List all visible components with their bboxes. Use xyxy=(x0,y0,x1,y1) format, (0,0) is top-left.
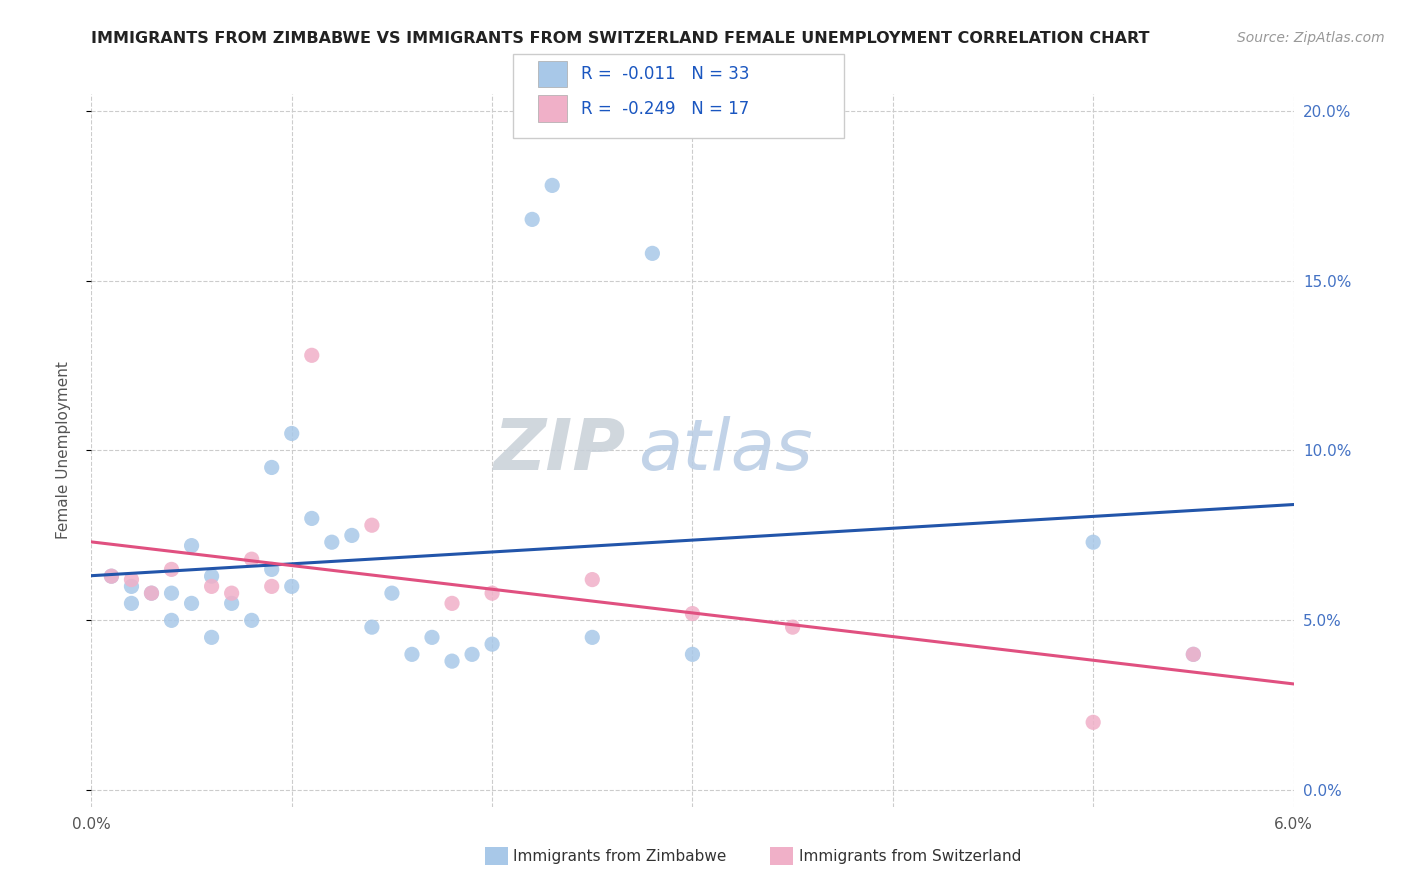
Point xyxy=(381,586,404,600)
Text: IMMIGRANTS FROM ZIMBABWE VS IMMIGRANTS FROM SWITZERLAND FEMALE UNEMPLOYMENT CORR: IMMIGRANTS FROM ZIMBABWE VS IMMIGRANTS F… xyxy=(91,31,1150,46)
Point xyxy=(1182,648,1205,662)
Point xyxy=(201,579,224,593)
Point xyxy=(481,637,503,651)
Point xyxy=(681,648,703,662)
Text: Immigrants from Zimbabwe: Immigrants from Zimbabwe xyxy=(513,849,727,863)
Text: Immigrants from Switzerland: Immigrants from Switzerland xyxy=(799,849,1021,863)
Point xyxy=(160,613,183,627)
Point xyxy=(541,178,564,193)
Point xyxy=(340,528,363,542)
Point xyxy=(1083,535,1105,549)
Point xyxy=(100,569,122,583)
Point xyxy=(401,648,423,662)
Point xyxy=(100,569,122,583)
Point xyxy=(260,562,283,576)
Point xyxy=(141,586,163,600)
Point xyxy=(121,573,143,587)
Point xyxy=(321,535,343,549)
Point xyxy=(461,648,484,662)
Point xyxy=(360,518,382,533)
Point xyxy=(260,579,283,593)
Point xyxy=(681,607,703,621)
Point xyxy=(641,246,664,260)
Text: ZIP: ZIP xyxy=(494,416,626,485)
Point xyxy=(180,596,202,610)
Point xyxy=(1083,715,1105,730)
Point xyxy=(201,631,224,645)
Point xyxy=(240,613,263,627)
Point xyxy=(581,631,603,645)
Text: R =  -0.249   N = 17: R = -0.249 N = 17 xyxy=(581,100,749,118)
Point xyxy=(160,562,183,576)
Point xyxy=(360,620,382,634)
Point xyxy=(240,552,263,566)
Point xyxy=(180,539,202,553)
Point xyxy=(520,212,543,227)
Point xyxy=(141,586,163,600)
Point xyxy=(221,586,243,600)
Point xyxy=(121,579,143,593)
Point xyxy=(301,348,323,362)
Point xyxy=(1182,648,1205,662)
Point xyxy=(121,596,143,610)
Point xyxy=(481,586,503,600)
Point xyxy=(160,586,183,600)
Y-axis label: Female Unemployment: Female Unemployment xyxy=(56,361,70,540)
Text: Source: ZipAtlas.com: Source: ZipAtlas.com xyxy=(1237,31,1385,45)
Point xyxy=(221,596,243,610)
Point xyxy=(440,654,463,668)
Point xyxy=(281,579,304,593)
Point xyxy=(581,573,603,587)
Point xyxy=(260,460,283,475)
Point xyxy=(440,596,463,610)
Point xyxy=(201,569,224,583)
Point xyxy=(281,426,304,441)
Text: atlas: atlas xyxy=(638,416,813,485)
Point xyxy=(420,631,443,645)
Point xyxy=(782,620,804,634)
Text: R =  -0.011   N = 33: R = -0.011 N = 33 xyxy=(581,65,749,83)
Point xyxy=(301,511,323,525)
